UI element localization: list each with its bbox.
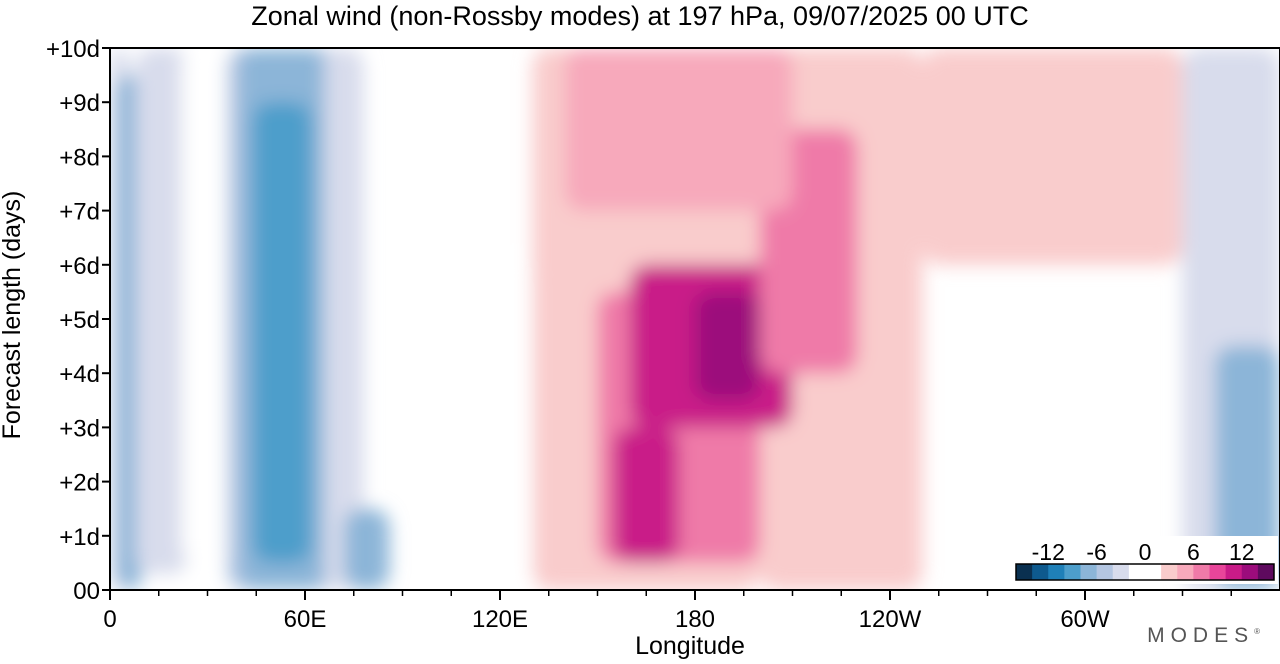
y-tick-label: +5d	[59, 307, 100, 334]
wind-feature-19	[922, 48, 1183, 265]
x-tick-label: 120E	[472, 606, 528, 633]
brand-mark: ®	[1254, 627, 1260, 636]
colorbar-frame	[1015, 563, 1275, 581]
colorbar-swatch	[1209, 564, 1227, 580]
chart-title: Zonal wind (non-Rossby modes) at 197 hPa…	[251, 1, 1029, 31]
x-tick-label: 0	[103, 606, 116, 633]
y-axis-label: Forecast length (days)	[0, 190, 26, 440]
y-tick-label: +4d	[59, 361, 100, 388]
colorbar-swatch	[1225, 564, 1243, 580]
colorbar-label: 12	[1229, 539, 1255, 565]
colorbar-label: 6	[1187, 539, 1200, 565]
y-tick-label: +8d	[59, 144, 100, 171]
colorbar-label: -12	[1032, 539, 1065, 565]
colorbar-label: -6	[1086, 539, 1106, 565]
wind-feature-18	[565, 48, 793, 211]
y-tick-label: +10d	[46, 36, 100, 63]
colorbar-swatch	[1161, 564, 1178, 580]
colorbar-swatch	[1128, 564, 1146, 580]
y-tick-label: +6d	[59, 253, 100, 280]
y-tick-label: +7d	[59, 199, 100, 226]
colorbar-swatch	[1048, 564, 1065, 580]
wind-contours	[110, 48, 1280, 590]
wind-feature-21	[1215, 346, 1280, 590]
wind-feature-4	[181, 48, 227, 563]
colorbar-swatch	[1032, 564, 1049, 580]
y-tick-label: +3d	[59, 415, 100, 442]
colorbar-swatch	[1177, 564, 1194, 580]
y-axis: 00 +1d +2d +3d +4d +5d +6d +7d +8d +9d +10d	[46, 36, 110, 605]
x-axis: 0 60E 120E 180 120W 60W	[103, 590, 1232, 633]
colorbar-swatch	[1193, 564, 1210, 580]
x-axis-label: Longitude	[635, 632, 745, 660]
colorbar-swatch	[1145, 564, 1162, 580]
wind-feature-8	[324, 48, 364, 590]
colorbar-swatch	[1064, 564, 1081, 580]
wind-field	[110, 48, 1280, 590]
y-tick-label: +9d	[59, 90, 100, 117]
colorbar-legend: -12 -6 0 6 12	[1010, 536, 1278, 584]
colorbar-swatch	[1241, 564, 1259, 580]
colorbar-swatch	[1016, 564, 1033, 580]
wind-feature-3	[136, 48, 188, 574]
wind-feature-7	[253, 102, 312, 563]
wind-feature-2	[116, 75, 143, 590]
wind-feature-15	[613, 427, 679, 563]
x-tick-label: 60E	[284, 606, 327, 633]
x-tick-label: 60W	[1060, 606, 1110, 633]
y-tick-label: +2d	[59, 470, 100, 497]
wind-feature-9	[344, 508, 390, 590]
x-tick-label: 120W	[859, 606, 922, 633]
y-tick-label: +1d	[59, 524, 100, 551]
colorbar-swatch	[1257, 564, 1275, 580]
wind-feature-16	[695, 291, 760, 401]
colorbar-swatch	[1096, 564, 1114, 580]
colorbar-swatch	[1112, 564, 1130, 580]
brand-name: MODES	[1147, 624, 1255, 647]
x-tick-label: 180	[675, 606, 715, 633]
colorbar-label: 0	[1139, 539, 1152, 565]
y-tick-label: 00	[73, 578, 100, 605]
colorbar-swatch	[1080, 564, 1098, 580]
brand-logo: MODES®	[1147, 624, 1260, 648]
wind-feature-10	[435, 264, 533, 590]
